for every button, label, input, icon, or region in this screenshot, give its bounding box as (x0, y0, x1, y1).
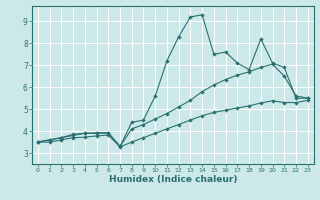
X-axis label: Humidex (Indice chaleur): Humidex (Indice chaleur) (108, 175, 237, 184)
